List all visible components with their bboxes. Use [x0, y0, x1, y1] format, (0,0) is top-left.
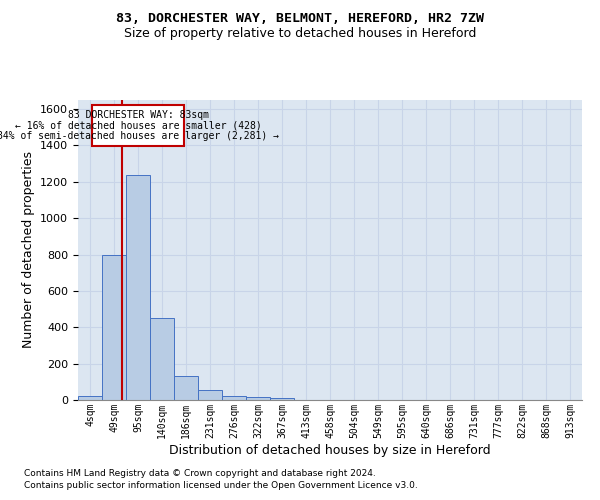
Text: ← 16% of detached houses are smaller (428): ← 16% of detached houses are smaller (42… [15, 120, 262, 130]
Bar [270, 398, 294, 400]
Text: 83 DORCHESTER WAY: 83sqm: 83 DORCHESTER WAY: 83sqm [68, 110, 209, 120]
Bar [78, 396, 102, 400]
Bar [150, 318, 174, 400]
Text: Contains HM Land Registry data © Crown copyright and database right 2024.: Contains HM Land Registry data © Crown c… [24, 468, 376, 477]
Text: Size of property relative to detached houses in Hereford: Size of property relative to detached ho… [124, 28, 476, 40]
Bar [174, 376, 198, 400]
FancyBboxPatch shape [92, 104, 184, 146]
Bar [198, 390, 222, 400]
Bar [126, 174, 150, 400]
Text: 84% of semi-detached houses are larger (2,281) →: 84% of semi-detached houses are larger (… [0, 131, 279, 141]
Bar [246, 398, 270, 400]
Text: 83, DORCHESTER WAY, BELMONT, HEREFORD, HR2 7ZW: 83, DORCHESTER WAY, BELMONT, HEREFORD, H… [116, 12, 484, 26]
X-axis label: Distribution of detached houses by size in Hereford: Distribution of detached houses by size … [169, 444, 491, 456]
Bar [102, 254, 126, 400]
Bar [222, 396, 246, 400]
Y-axis label: Number of detached properties: Number of detached properties [22, 152, 35, 348]
Text: Contains public sector information licensed under the Open Government Licence v3: Contains public sector information licen… [24, 481, 418, 490]
